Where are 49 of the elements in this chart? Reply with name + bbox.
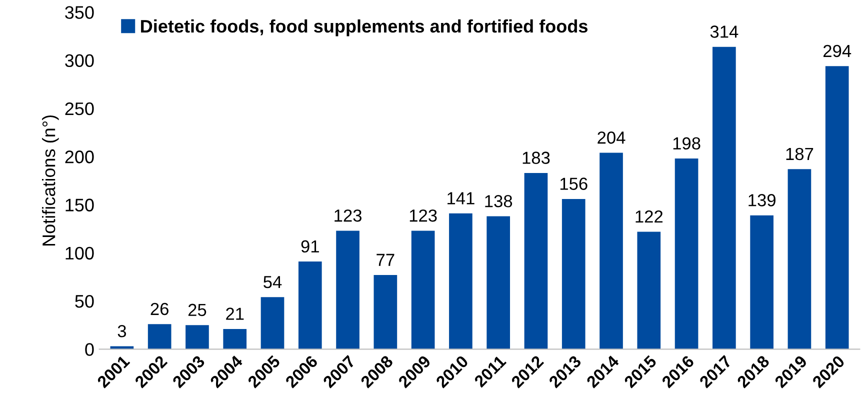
bar <box>486 216 510 350</box>
data-label: 3 <box>118 324 126 338</box>
data-label: 91 <box>301 240 319 253</box>
data-label: 21 <box>226 308 244 320</box>
data-label: 156 <box>560 178 588 190</box>
bar <box>825 66 849 350</box>
bar <box>186 325 209 350</box>
bar <box>148 324 172 350</box>
data-label: 123 <box>334 209 362 222</box>
y-tick-label: 200 <box>65 150 94 164</box>
data-label: 26 <box>150 302 168 316</box>
y-tick-label: 50 <box>75 294 94 308</box>
bar <box>374 275 398 350</box>
bar <box>260 297 284 350</box>
bar <box>788 169 812 350</box>
bar <box>336 230 360 350</box>
y-tick-label: 0 <box>85 343 94 356</box>
bar <box>411 230 435 350</box>
y-tick-label: 350 <box>65 6 94 19</box>
data-label: 54 <box>264 276 282 288</box>
y-tick-label: 300 <box>65 54 94 68</box>
bar <box>524 172 548 350</box>
legend-label: Dietetic foods, food supplements and fortified foods <box>141 19 588 36</box>
bar <box>750 215 774 350</box>
bar <box>674 158 698 350</box>
y-tick-label: 250 <box>65 102 94 116</box>
bar <box>223 328 247 350</box>
data-label: 314 <box>710 26 738 38</box>
data-label: 25 <box>188 304 206 316</box>
data-label: 204 <box>598 131 626 144</box>
y-tick-label: 100 <box>66 246 94 260</box>
data-label: 141 <box>448 192 474 204</box>
data-label: 198 <box>673 137 700 150</box>
data-label: 138 <box>485 195 512 208</box>
bar <box>298 262 322 350</box>
data-label: 183 <box>522 152 550 164</box>
data-label: 77 <box>376 254 394 266</box>
bar <box>449 213 472 350</box>
bar <box>637 232 661 350</box>
data-label: 139 <box>748 194 776 206</box>
data-label: 187 <box>786 148 814 160</box>
data-label: 123 <box>410 209 437 222</box>
y-tick-label: 150 <box>66 198 94 212</box>
bar <box>562 198 586 350</box>
y-axis-title: Notifications (n°) <box>42 115 59 246</box>
bar <box>712 46 736 350</box>
bar <box>600 152 623 350</box>
data-label: 122 <box>636 210 663 223</box>
data-label: 294 <box>823 44 852 58</box>
